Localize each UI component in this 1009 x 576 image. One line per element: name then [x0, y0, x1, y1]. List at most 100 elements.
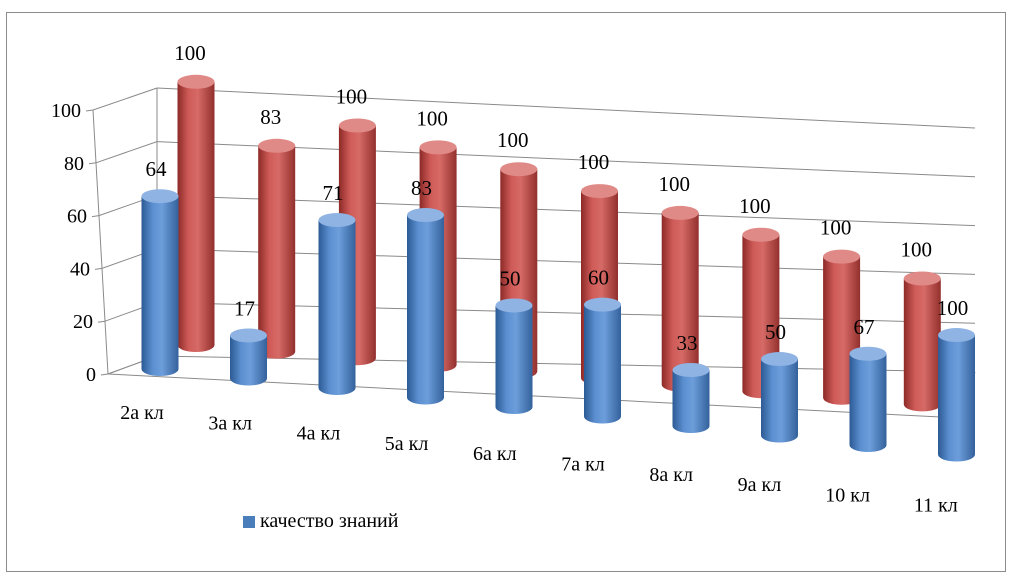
data-label-red: 100 [336, 85, 368, 109]
bar-blue-top [938, 328, 975, 343]
x-category-label: 10 кл [825, 484, 870, 506]
bar-red [258, 138, 296, 359]
bar-blue [672, 363, 710, 434]
bar-blue-top [230, 328, 267, 343]
y-tick-mark [91, 215, 100, 218]
y-tick-mark [100, 373, 109, 376]
y-tick-mark [94, 267, 103, 270]
bar-blue-body [938, 335, 975, 462]
y-tick-mark [97, 320, 106, 323]
y-tick-label: 60 [67, 206, 87, 228]
bar-blue-body [849, 353, 887, 452]
x-category-label: 9а кл [738, 474, 782, 496]
data-label-blue: 67 [854, 315, 875, 339]
bar-blue-top [407, 208, 444, 223]
bar-blue [141, 189, 179, 376]
bar-red [177, 74, 215, 353]
data-label-red: 100 [658, 172, 690, 196]
bar-red-top [661, 205, 699, 220]
bar-red-top [500, 162, 538, 177]
bar-blue-body [141, 196, 179, 376]
bar-blue-top [761, 352, 798, 367]
bar-blue [938, 328, 975, 462]
bar-red [903, 271, 941, 412]
data-label-blue: 100 [937, 296, 969, 320]
y-tick-label: 20 [73, 311, 93, 333]
bar-red [661, 205, 699, 392]
data-label-blue: 83 [411, 176, 432, 200]
bar-red-body [903, 278, 941, 412]
side-wall-gridline [92, 87, 158, 111]
bar-red-top [742, 227, 780, 242]
bar-blue [407, 208, 444, 405]
bar-blue-top [141, 189, 179, 204]
x-category-label: 3а кл [208, 412, 252, 434]
bar-blue-body [495, 305, 533, 415]
data-label-red: 100 [416, 106, 448, 130]
data-label-red: 100 [901, 237, 933, 261]
x-category-label: 5а кл [385, 433, 429, 455]
y-tick-mark [85, 109, 94, 112]
data-label-blue: 60 [588, 266, 609, 290]
legend-swatch [243, 516, 255, 528]
bar-blue-body [407, 215, 444, 405]
data-label-blue: 50 [500, 266, 521, 290]
y-tick-label: 0 [86, 364, 96, 386]
bar-blue [849, 346, 887, 452]
bar-blue-top [495, 298, 533, 313]
side-wall-gridline [95, 141, 158, 164]
bar-blue-body [318, 220, 356, 395]
y-tick-label: 80 [64, 153, 84, 175]
bar-blue [495, 298, 533, 415]
data-label-red: 100 [578, 150, 610, 174]
data-label-red: 100 [497, 128, 529, 152]
bar-blue-top [672, 363, 710, 378]
bar-blue-top [584, 297, 621, 312]
x-category-label: 8а кл [649, 464, 693, 486]
data-label-blue: 64 [146, 157, 168, 181]
data-label-red: 83 [260, 105, 281, 129]
bar-blue-body [230, 335, 267, 386]
legend-label: качество знаний [260, 510, 399, 532]
x-category-label: 6а кл [473, 443, 517, 465]
y-axis-ticks: 0 20 40 60 80 100 [51, 100, 109, 386]
bar-blue [318, 213, 356, 395]
bar-blue-body [584, 304, 621, 424]
bar-red-top [338, 118, 376, 133]
gridline [156, 87, 976, 129]
x-category-label: 11 кл [914, 495, 958, 517]
bar-red-top [177, 74, 215, 89]
bar-blue-top [849, 346, 887, 361]
legend: качество знаний [243, 508, 403, 535]
bar-blue [230, 328, 267, 386]
bar-blue-top [318, 213, 356, 228]
data-label-blue: 33 [677, 331, 698, 355]
y-axis-line [92, 109, 109, 375]
x-category-label: 4а кл [297, 423, 341, 445]
y-tick-mark [88, 162, 97, 165]
data-label-blue: 50 [765, 320, 786, 344]
bar-red-top [903, 271, 941, 286]
bar-red-top [258, 138, 296, 153]
bar-blue-body [672, 370, 710, 434]
data-label-red: 100 [739, 194, 771, 218]
x-category-label: 7а кл [561, 454, 605, 476]
bar-blue [584, 297, 621, 424]
chart-bars: 100 83 100 100 100 100 100 100 100 100 64 17 71 83 50 6… [141, 41, 975, 462]
y-tick-label: 100 [51, 100, 81, 122]
bar-red-body [661, 212, 699, 392]
bar-blue-body [761, 359, 798, 443]
bar-red-body [258, 145, 296, 359]
bar-red-top [581, 184, 618, 199]
y-tick-label: 40 [70, 258, 90, 280]
x-category-label: 2а кл [120, 402, 164, 424]
x-axis-categories: 2а кл 3а кл 4а кл 5а кл 6а кл 7а кл 8а кл 9а кл… [120, 402, 958, 517]
data-label-blue: 71 [323, 181, 344, 205]
bar-red-top [419, 140, 457, 155]
data-label-red: 100 [820, 216, 852, 240]
data-label-blue: 17 [234, 296, 255, 320]
data-label-red: 100 [174, 41, 206, 65]
bar-blue [761, 352, 798, 443]
